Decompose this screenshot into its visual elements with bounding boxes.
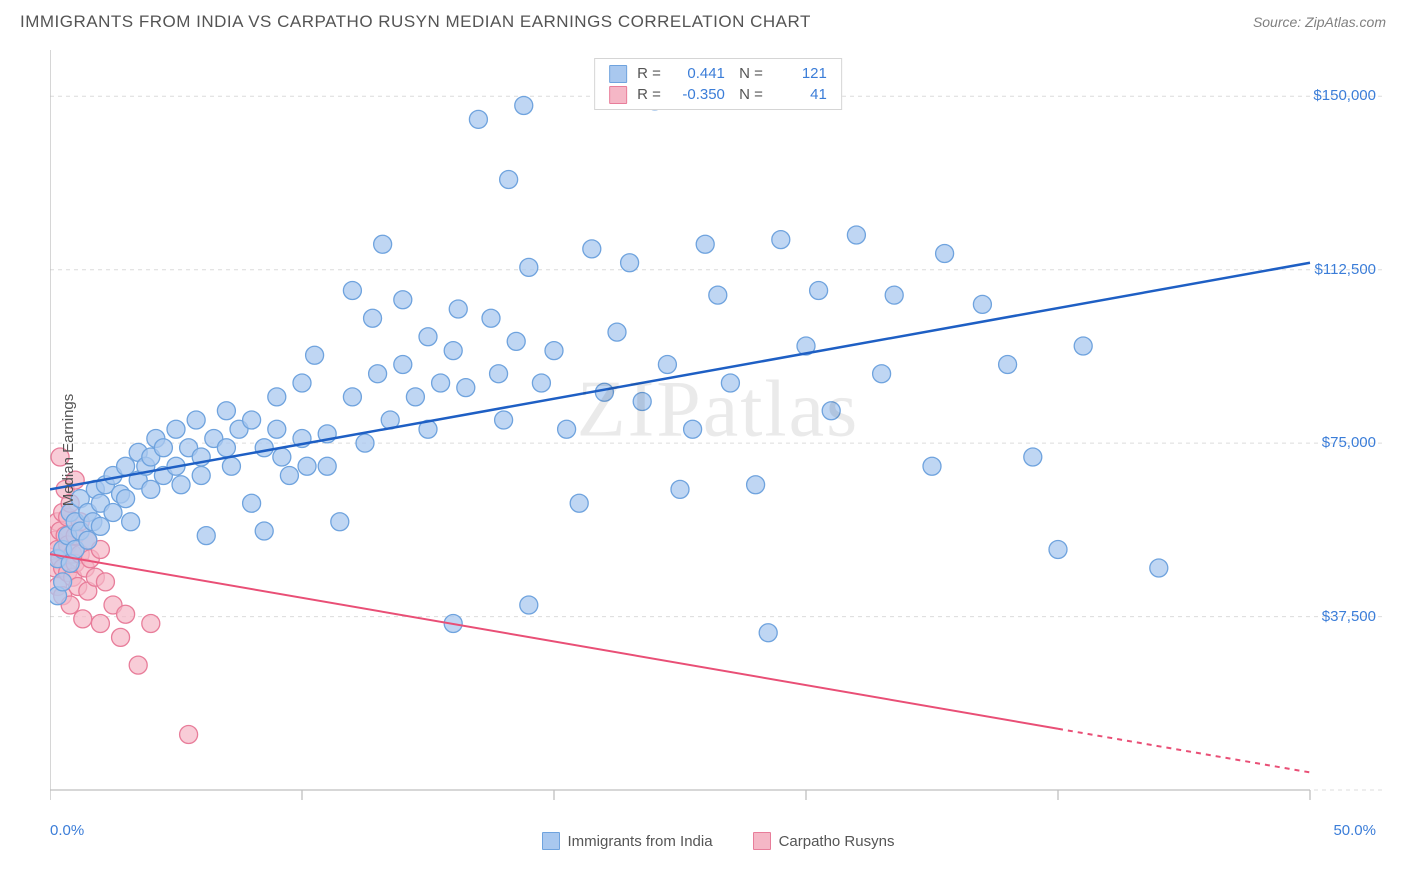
legend-swatch-icon bbox=[542, 832, 560, 850]
legend-r-value-1: 0.441 bbox=[671, 63, 725, 84]
legend-row-series-2: R = -0.350 N = 41 bbox=[609, 84, 827, 105]
legend-item-1: Immigrants from India bbox=[542, 832, 713, 850]
y-tick-label: $37,500 bbox=[1322, 608, 1376, 625]
chart-area: Median Earnings ZIPatlas R = 0.441 N = 1… bbox=[50, 50, 1386, 850]
source-attribution: Source: ZipAtlas.com bbox=[1253, 14, 1386, 30]
legend-item-2: Carpatho Rusyns bbox=[753, 832, 895, 850]
legend-n-value-1: 121 bbox=[773, 63, 827, 84]
legend-n-value-2: 41 bbox=[773, 84, 827, 105]
correlation-legend: R = 0.441 N = 121 R = -0.350 N = 41 bbox=[594, 58, 842, 110]
legend-n-label: N = bbox=[735, 63, 763, 84]
header: IMMIGRANTS FROM INDIA VS CARPATHO RUSYN … bbox=[0, 0, 1406, 38]
page-title: IMMIGRANTS FROM INDIA VS CARPATHO RUSYN … bbox=[20, 12, 811, 32]
y-tick-label: $150,000 bbox=[1313, 87, 1376, 104]
legend-swatch-icon bbox=[753, 832, 771, 850]
series-legend: Immigrants from India Carpatho Rusyns bbox=[50, 832, 1386, 850]
y-axis-label: Median Earnings bbox=[60, 394, 77, 507]
y-tick-label: $75,000 bbox=[1322, 434, 1376, 451]
legend-swatch-1 bbox=[609, 65, 627, 83]
scatter-plot bbox=[50, 50, 1386, 850]
y-tick-label: $112,500 bbox=[1315, 261, 1376, 278]
legend-n-label: N = bbox=[735, 84, 763, 105]
legend-label-2: Carpatho Rusyns bbox=[779, 833, 895, 850]
legend-r-value-2: -0.350 bbox=[671, 84, 725, 105]
legend-row-series-1: R = 0.441 N = 121 bbox=[609, 63, 827, 84]
legend-r-label: R = bbox=[637, 63, 661, 84]
legend-label-1: Immigrants from India bbox=[568, 833, 713, 850]
legend-r-label: R = bbox=[637, 84, 661, 105]
legend-swatch-2 bbox=[609, 86, 627, 104]
